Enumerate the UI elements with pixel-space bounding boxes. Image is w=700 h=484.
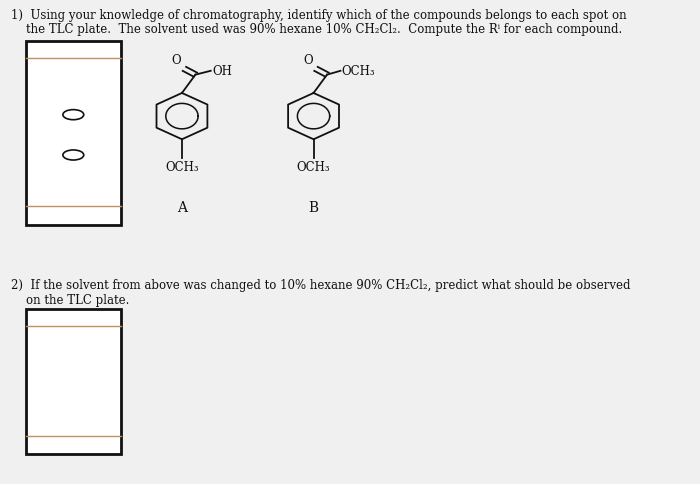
Text: OCH₃: OCH₃: [165, 161, 199, 174]
Bar: [26, 42, 120, 225]
Bar: [26, 309, 120, 454]
Text: 1)  Using your knowledge of chromatography, identify which of the compounds belo: 1) Using your knowledge of chromatograph…: [10, 9, 626, 22]
Text: OCH₃: OCH₃: [342, 65, 375, 78]
Text: B: B: [309, 200, 318, 214]
Text: O: O: [172, 54, 181, 67]
Text: 2)  If the solvent from above was changed to 10% hexane 90% CH₂Cl₂, predict what: 2) If the solvent from above was changed…: [10, 278, 630, 291]
Text: O: O: [303, 54, 313, 67]
Ellipse shape: [63, 110, 84, 121]
Text: A: A: [177, 200, 187, 214]
Text: OH: OH: [212, 65, 232, 78]
Text: on the TLC plate.: on the TLC plate.: [10, 293, 129, 306]
Text: OCH₃: OCH₃: [297, 161, 330, 174]
Ellipse shape: [63, 151, 84, 161]
Text: the TLC plate.  The solvent used was 90% hexane 10% CH₂Cl₂.  Compute the Rⁱ for : the TLC plate. The solvent used was 90% …: [10, 23, 622, 36]
